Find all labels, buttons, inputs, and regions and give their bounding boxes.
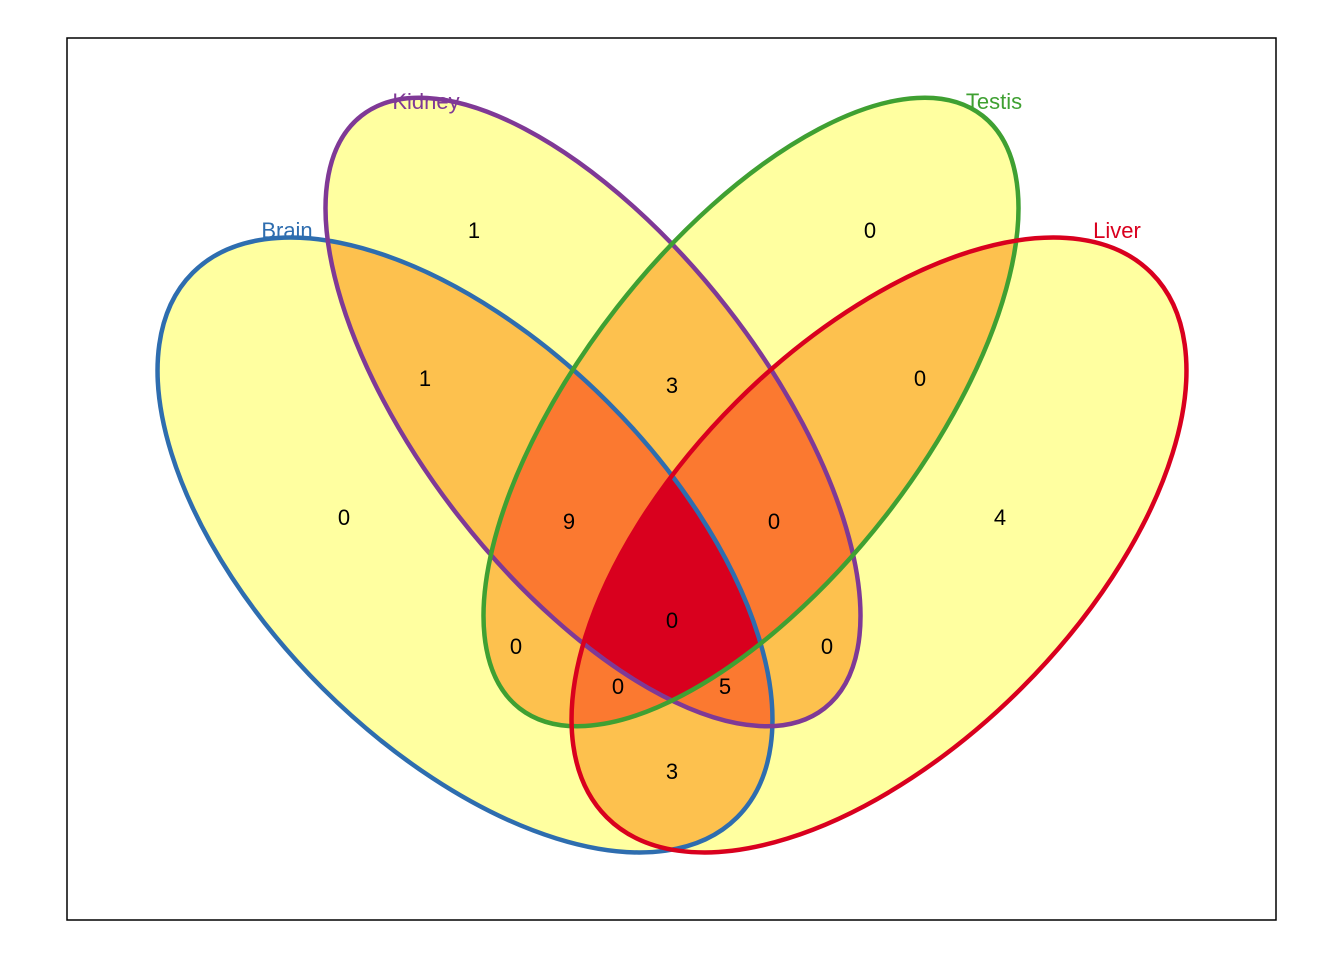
count-kidney-liver: 0 bbox=[821, 634, 833, 659]
plot-frame bbox=[66, 37, 1277, 921]
brain-set-outline bbox=[155, 235, 775, 855]
testis-label: Testis bbox=[966, 89, 1022, 114]
count-brain-kidney-testis: 9 bbox=[563, 509, 575, 534]
count-brain-liver: 3 bbox=[666, 759, 678, 784]
count-brain-kidney: 1 bbox=[419, 366, 431, 391]
count-kidney-only: 1 bbox=[468, 218, 480, 243]
kidney-label: Kidney bbox=[392, 89, 459, 114]
count-liver-only: 4 bbox=[994, 505, 1006, 530]
count-brain-testis-liver: 0 bbox=[612, 674, 624, 699]
brain-label: Brain bbox=[261, 218, 312, 243]
liver-set-outline bbox=[569, 235, 1189, 855]
count-brain-kidney-liver: 5 bbox=[719, 674, 731, 699]
count-brain-only: 0 bbox=[338, 505, 350, 530]
count-kidney-testis-liver: 0 bbox=[768, 509, 780, 534]
liver-label: Liver bbox=[1093, 218, 1141, 243]
count-kidney-testis: 3 bbox=[666, 373, 678, 398]
kidney-set-outline bbox=[323, 95, 863, 729]
testis-set-outline bbox=[481, 95, 1021, 729]
count-testis-only: 0 bbox=[864, 218, 876, 243]
count-all-four: 0 bbox=[666, 608, 678, 633]
count-brain-testis: 0 bbox=[510, 634, 522, 659]
count-testis-liver: 0 bbox=[914, 366, 926, 391]
